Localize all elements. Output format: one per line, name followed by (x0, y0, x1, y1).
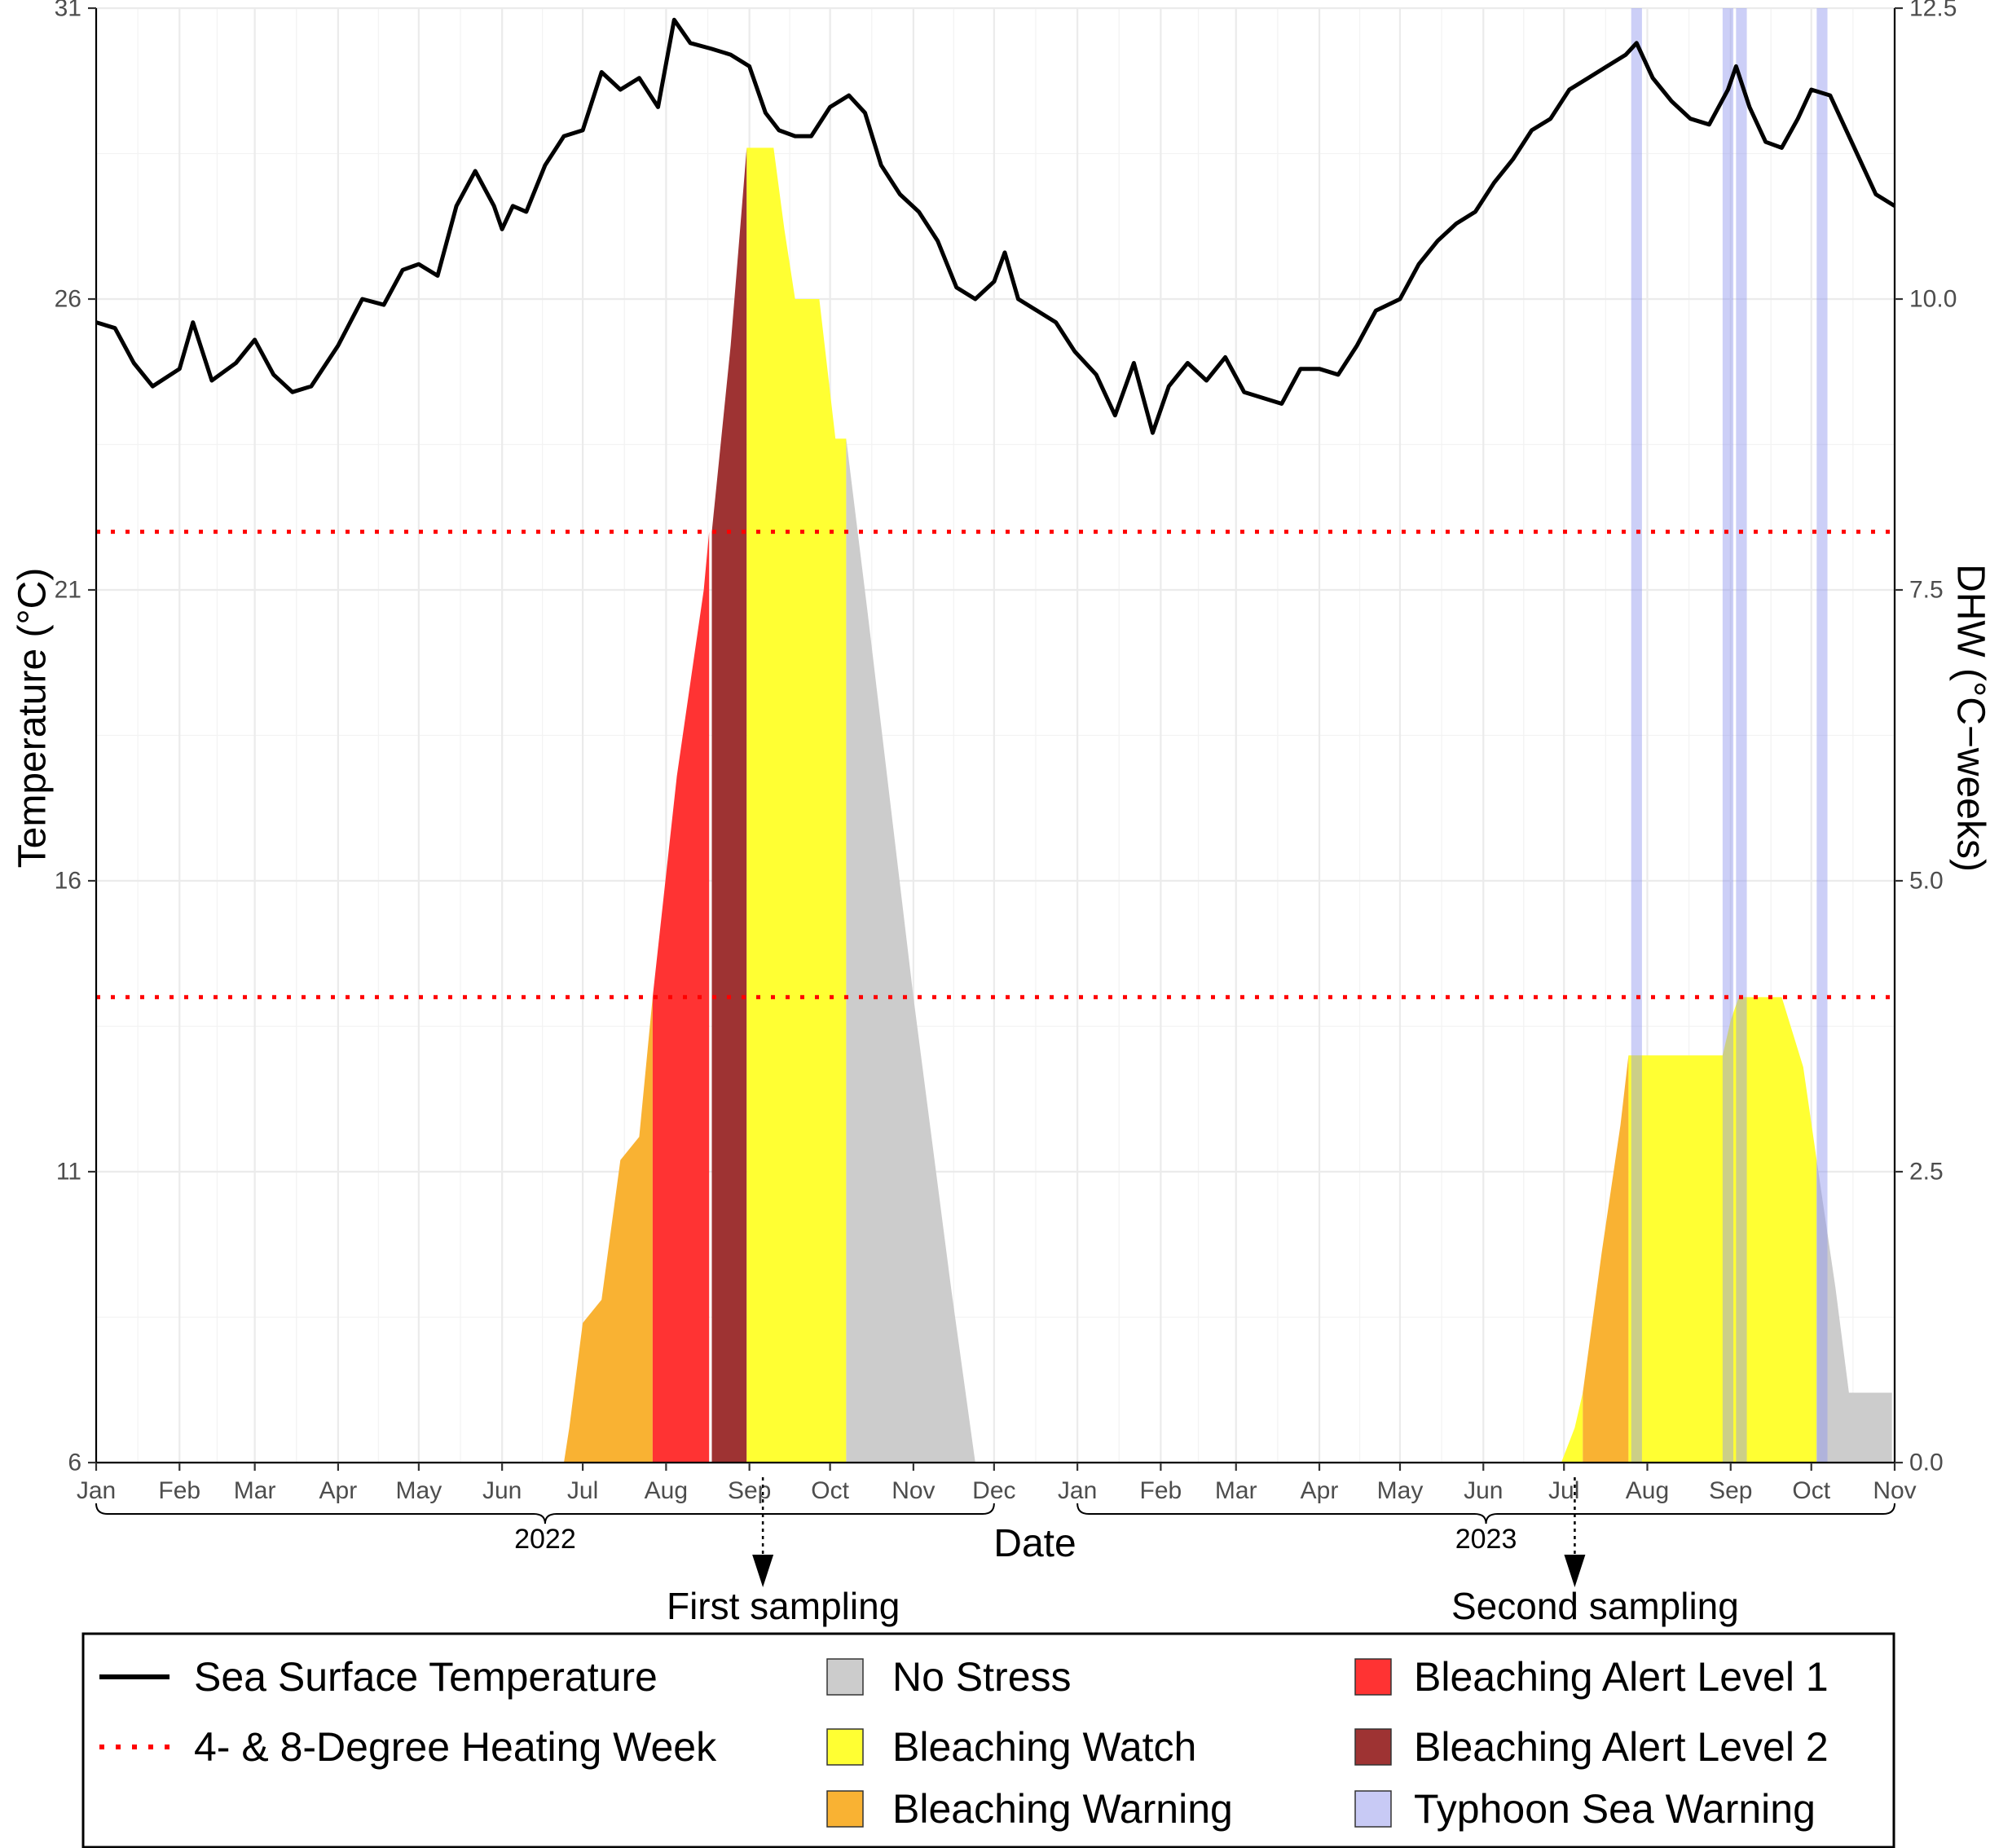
dhw-reference-lines (96, 532, 1895, 997)
typhoon-band (1723, 8, 1733, 1463)
dhw-area-bleaching-warning (564, 997, 653, 1463)
typhoon-band (1816, 8, 1827, 1463)
legend-label: Bleaching Alert Level 1 (1414, 1654, 1829, 1700)
legend-label: No Stress (892, 1654, 1072, 1700)
sst-line (96, 20, 1895, 433)
x-tick-label: Sep (1709, 1477, 1752, 1504)
y-axis-title: Temperature (°C) (11, 568, 55, 869)
year-bracket (96, 1503, 994, 1524)
y-tick-label: 21 (55, 577, 81, 604)
x-tick-label: Apr (1301, 1477, 1339, 1504)
x-tick-label: Jan (1058, 1477, 1097, 1504)
x-tick-label: Apr (319, 1477, 358, 1504)
y2-tick-label: 7.5 (1909, 577, 1944, 604)
y2-axis-title: DHW (°C−weeks) (1949, 564, 1990, 872)
dhw-area-bleaching-watch (1628, 997, 1816, 1463)
x-tick-label: Aug (1626, 1477, 1669, 1504)
x-tick-label: Mar (234, 1477, 276, 1504)
x-tick-label: Sep (728, 1477, 771, 1504)
x-tick-label: Nov (892, 1477, 935, 1504)
legend-label: Typhoon Sea Warning (1414, 1786, 1816, 1832)
y2-tick-label: 5.0 (1909, 868, 1944, 895)
dhw-area-bleaching-alert-level-2 (712, 147, 747, 1463)
dhw-area-no-stress (846, 438, 975, 1463)
sampling-label: Second sampling (1451, 1585, 1739, 1627)
legend-fill-swatch (1355, 1791, 1391, 1827)
x-tick-label: Jul (567, 1477, 598, 1504)
y-tick-label: 6 (68, 1450, 81, 1476)
x-tick-label: Oct (1792, 1477, 1830, 1504)
legend-fill-swatch (1355, 1729, 1391, 1765)
legend: Sea Surface Temperature 4- & 8-Degree Hea… (83, 1634, 1894, 1847)
x-tick-label: May (1377, 1477, 1424, 1504)
dhw-areas (564, 147, 1892, 1463)
legend-label: Sea Surface Temperature (194, 1654, 658, 1700)
y2-tick-label: 0.0 (1909, 1450, 1944, 1476)
legend-fill-swatch (827, 1791, 863, 1827)
x-tick-label: May (396, 1477, 442, 1504)
y2-tick-label: 12.5 (1909, 0, 1957, 22)
x-tick-label: Jan (77, 1477, 116, 1504)
y-tick-label: 11 (56, 1159, 81, 1186)
x-tick-label: Oct (811, 1477, 849, 1504)
y-axis-ticks: 6 11 16 21 26 31 (55, 0, 96, 1476)
x-tick-label: Feb (158, 1477, 200, 1504)
legend-fill-swatch (827, 1729, 863, 1765)
legend-fill-swatch (827, 1659, 863, 1695)
x-tick-label: Mar (1215, 1477, 1257, 1504)
x-axis-title: Date (993, 1522, 1076, 1565)
y2-axis-ticks: 0.0 2.5 5.0 7.5 10.0 12.5 (1895, 0, 1957, 1476)
year-label: 2023 (1455, 1524, 1517, 1555)
x-tick-label: Aug (645, 1477, 688, 1504)
sampling-arrow-head (752, 1555, 773, 1587)
y2-tick-label: 10.0 (1909, 286, 1957, 313)
year-label: 2022 (514, 1524, 576, 1555)
typhoon-band (1631, 8, 1642, 1463)
sampling-arrow-head (1564, 1555, 1585, 1587)
x-tick-label: Feb (1140, 1477, 1182, 1504)
sampling-label: First sampling (667, 1585, 900, 1627)
x-tick-label: Jun (482, 1477, 522, 1504)
legend-label: Bleaching Warning (892, 1786, 1233, 1832)
legend-label: 4- & 8-Degree Heating Week (194, 1724, 717, 1770)
year-bracket (1077, 1503, 1895, 1524)
x-tick-label: Nov (1873, 1477, 1916, 1504)
typhoon-band (1736, 8, 1746, 1463)
dhw-area-no-stress (1816, 1160, 1891, 1463)
y2-tick-label: 2.5 (1909, 1159, 1944, 1186)
x-axis-ticks: Jan Feb Mar Apr May Jun Jul Aug Sep Oct Nov Dec Jan F… (77, 1463, 1917, 1504)
dhw-area-bleaching-watch (746, 147, 846, 1463)
x-tick-label: Dec (972, 1477, 1015, 1504)
y-tick-label: 26 (55, 286, 81, 313)
legend-fill-swatch (1355, 1659, 1391, 1695)
legend-label: Bleaching Alert Level 2 (1414, 1724, 1829, 1770)
y-tick-label: 31 (55, 0, 81, 22)
x-tick-label: Jun (1464, 1477, 1503, 1504)
y-tick-label: 16 (55, 868, 81, 895)
legend-label: Bleaching Watch (892, 1724, 1196, 1770)
